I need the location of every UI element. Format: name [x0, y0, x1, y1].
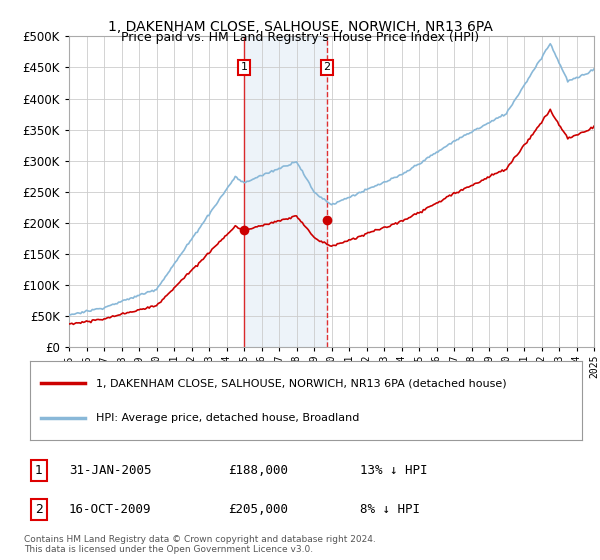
Text: HPI: Average price, detached house, Broadland: HPI: Average price, detached house, Broa…: [96, 413, 359, 423]
Text: Contains HM Land Registry data © Crown copyright and database right 2024.
This d: Contains HM Land Registry data © Crown c…: [24, 535, 376, 554]
Text: £188,000: £188,000: [228, 464, 288, 477]
Text: 1, DAKENHAM CLOSE, SALHOUSE, NORWICH, NR13 6PA: 1, DAKENHAM CLOSE, SALHOUSE, NORWICH, NR…: [107, 20, 493, 34]
Text: 2: 2: [323, 63, 331, 72]
Text: 13% ↓ HPI: 13% ↓ HPI: [360, 464, 427, 477]
Text: 1: 1: [35, 464, 43, 477]
Text: 31-JAN-2005: 31-JAN-2005: [69, 464, 151, 477]
Text: Price paid vs. HM Land Registry's House Price Index (HPI): Price paid vs. HM Land Registry's House …: [121, 31, 479, 44]
Text: 16-OCT-2009: 16-OCT-2009: [69, 503, 151, 516]
Text: 2: 2: [35, 503, 43, 516]
Text: 1: 1: [241, 63, 248, 72]
Text: 8% ↓ HPI: 8% ↓ HPI: [360, 503, 420, 516]
Text: 1, DAKENHAM CLOSE, SALHOUSE, NORWICH, NR13 6PA (detached house): 1, DAKENHAM CLOSE, SALHOUSE, NORWICH, NR…: [96, 378, 507, 388]
Text: £205,000: £205,000: [228, 503, 288, 516]
Bar: [244, 36, 327, 347]
